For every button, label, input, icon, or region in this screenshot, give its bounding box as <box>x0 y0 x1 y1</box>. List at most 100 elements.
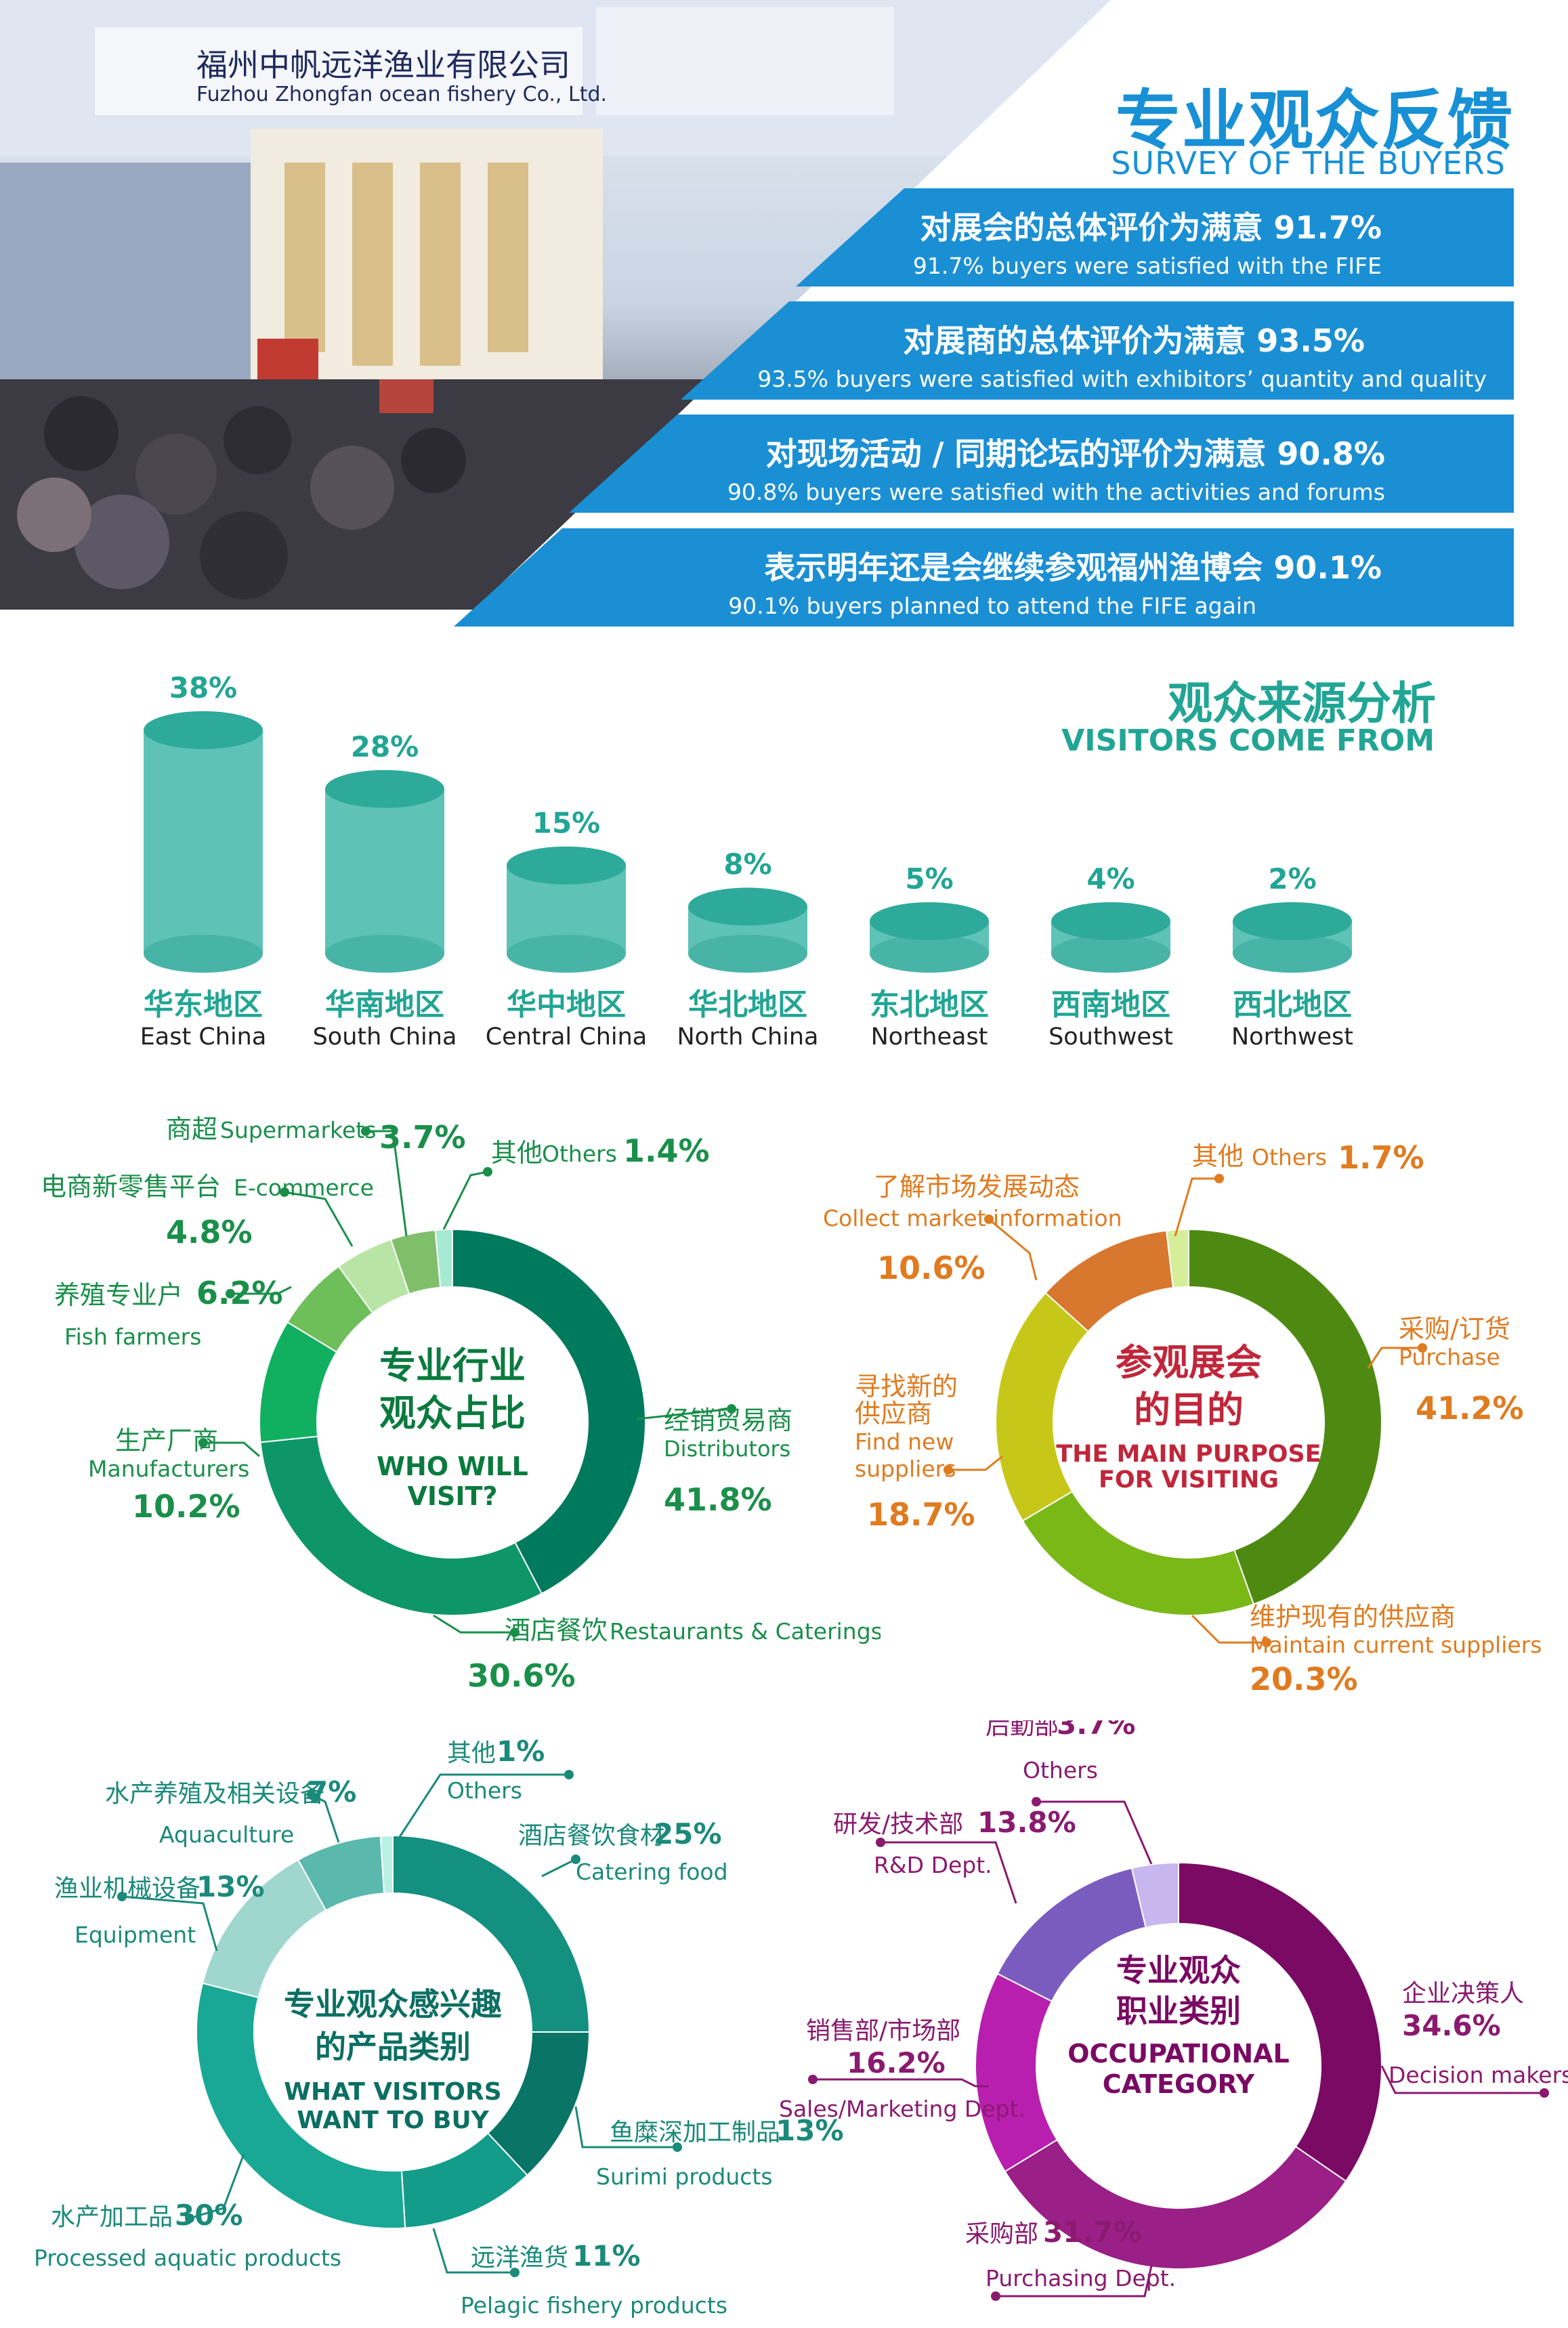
slice-label: 4.8% <box>166 1214 253 1250</box>
donut-slice <box>434 1228 453 1288</box>
cylinder-category-cn: 西北地区 <box>1233 988 1352 1022</box>
slice-label: 水产养殖及相关设备 <box>105 1780 324 1808</box>
donut-slice <box>452 1228 646 1595</box>
slice-label: Purchasing Dept. <box>986 2265 1176 2291</box>
slice-label: 30.6% <box>467 1657 576 1694</box>
donut-slice <box>1130 1861 1179 1928</box>
donut-slice <box>392 1834 591 2033</box>
leader-line <box>311 1794 340 1843</box>
donut-center-title: 专业观众 <box>1116 1952 1241 1989</box>
slice-label: Distributors <box>664 1436 790 1462</box>
leader-line <box>1191 1614 1267 1644</box>
leader-dot <box>117 1892 127 1901</box>
slice-label: 养殖专业户 <box>54 1280 183 1310</box>
cylinder-value-label: 2% <box>1268 862 1316 895</box>
donut-slice <box>1188 1228 1383 1605</box>
cylinder-category-cn: 东北地区 <box>870 988 989 1022</box>
leader-line <box>398 1773 569 1838</box>
slice-label: 1.4% <box>623 1133 710 1169</box>
slice-label: Others <box>542 1141 617 1167</box>
slice-label: 31.7% <box>1043 2216 1142 2249</box>
leader-line <box>1367 1347 1422 1369</box>
leader-dot <box>1214 1174 1224 1183</box>
slice-label: 30% <box>175 2199 243 2232</box>
donut-slice <box>1178 1861 1382 2182</box>
slice-label: Surimi products <box>596 2163 773 2190</box>
slice-label: 电商新零售平台 <box>41 1172 221 1202</box>
donut-slice <box>259 1435 543 1616</box>
slice-label: Restaurants & Caterings <box>610 1618 881 1645</box>
leader-dot <box>673 2142 682 2152</box>
slice-label: 3.7% <box>379 1119 466 1156</box>
slice-label: 41.2% <box>1416 1390 1524 1426</box>
leader-line <box>433 1614 515 1634</box>
slice-label: 7% <box>308 1775 356 1808</box>
slice-label: Others <box>447 1777 522 1804</box>
donut-slice <box>1166 1228 1189 1289</box>
slice-label: 13% <box>196 1870 265 1903</box>
slice-label: Pelagic fishery products <box>461 2292 727 2319</box>
leader-dot <box>564 1770 574 1779</box>
cylinder-category-en: Northeast <box>871 1023 988 1051</box>
slice-label: 远洋渔货 <box>471 2244 568 2272</box>
donut-slice <box>1021 1490 1255 1617</box>
slice-label: Processed aquatic products <box>34 2245 341 2271</box>
slice-label: 20.3% <box>1250 1661 1358 1697</box>
cylinder-category-en: Northwest <box>1231 1023 1353 1051</box>
slice-label: Sales/Marketing Dept. <box>779 2096 1025 2122</box>
cylinder-value-label: 5% <box>905 862 953 895</box>
slice-label: Find new <box>855 1428 954 1455</box>
cylinder-category-en: Central China <box>486 1023 648 1051</box>
leader-dot <box>361 1126 370 1136</box>
slice-label: 13% <box>776 2114 844 2147</box>
leader-dot <box>808 2075 818 2084</box>
slice-label: 研发/技术部 <box>833 1811 963 1838</box>
slice-label: Aquaculture <box>159 1821 294 1848</box>
slice-label: R&D Dept. <box>874 1852 992 1878</box>
survey-bar-1: 对展会的总体评价为满意 91.7% 91.7% buyers were sati… <box>796 188 1514 287</box>
slice-label: Decision makers <box>1389 2062 1568 2088</box>
visitors-title-en: VISITORS COME FROM <box>1061 723 1435 758</box>
slice-label: 生产厂商 <box>115 1426 218 1456</box>
cylinder-value-label: 15% <box>532 807 601 840</box>
cylinder-category-en: North China <box>677 1023 819 1051</box>
donut-center-title: CATEGORY <box>1103 2069 1255 2099</box>
cylinder-top <box>325 769 444 808</box>
donut-slice <box>975 1972 1058 2173</box>
cylinder-category-en: South China <box>313 1023 457 1051</box>
slice-label: 了解市场发展动态 <box>874 1172 1080 1202</box>
slice-label: Fish farmers <box>64 1324 201 1350</box>
slice-label: 25% <box>654 1817 722 1850</box>
leader-line <box>636 1408 732 1420</box>
donut-center-title: 的目的 <box>1134 1389 1244 1431</box>
leader-line <box>813 2078 989 2088</box>
donut-center-title: OCCUPATIONAL <box>1067 2039 1290 2069</box>
leader-dot <box>198 1438 208 1447</box>
cylinder-top <box>688 887 807 926</box>
leader-dot <box>984 1214 994 1224</box>
cylinder-body <box>144 730 263 954</box>
survey-title-en: SURVEY OF THE BUYERS <box>1111 145 1506 182</box>
cylinder-top <box>1051 902 1170 940</box>
leader-dot <box>1032 1797 1041 1806</box>
slice-label: Others <box>1023 1757 1098 1783</box>
slice-label: 水产加工品 <box>51 2203 173 2231</box>
cylinder-category-cn: 西南地区 <box>1051 988 1170 1022</box>
cylinder-bottom-shade <box>870 935 989 973</box>
slice-label: 10.6% <box>877 1250 986 1286</box>
cylinder-bottom-shade <box>144 935 263 973</box>
cylinder-bottom-shade <box>1233 935 1352 973</box>
survey-bar-2-cn: 对展商的总体评价为满意 93.5% <box>903 322 1365 359</box>
slice-label: 寻找新的 <box>855 1372 958 1401</box>
survey-bar-3-cn: 对现场活动 / 同期论坛的评价为满意 90.8% <box>765 436 1385 472</box>
leader-dot <box>510 1628 520 1637</box>
leader-line <box>996 2265 1153 2298</box>
donut-center-title: WHO WILL <box>377 1452 528 1481</box>
slice-label: 16.2% <box>847 2046 946 2079</box>
leader-dot <box>307 1790 316 1800</box>
slice-label: 供应商 <box>855 1399 932 1428</box>
visitors-title-cn: 观众来源分析 <box>1168 677 1436 729</box>
